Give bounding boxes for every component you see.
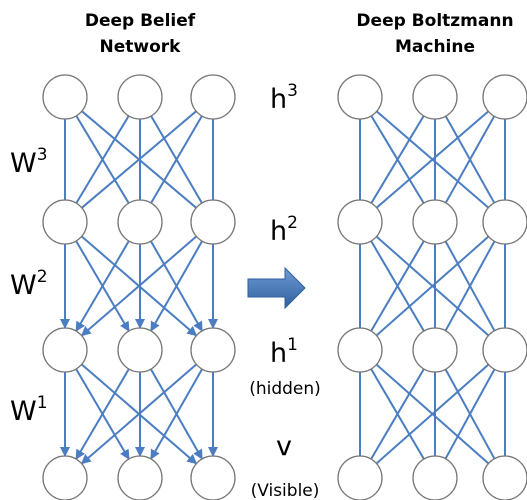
edge [370, 115, 425, 204]
label-sup: 3 [37, 145, 48, 165]
layer-label: h2 [270, 213, 298, 247]
layer-label: h1 [270, 335, 298, 369]
label-sup: 1 [37, 393, 48, 413]
edge [370, 368, 425, 460]
layer-note: (Visible) [251, 481, 320, 500]
label-base: h [270, 338, 287, 369]
right-title: Deep Boltzmann [356, 11, 513, 31]
label-sup: 1 [287, 335, 298, 355]
edge [444, 240, 496, 332]
node [117, 74, 163, 120]
label-base: W [10, 148, 37, 179]
node [412, 74, 458, 120]
node [42, 327, 88, 373]
transform-arrow [247, 266, 306, 310]
node [482, 74, 527, 120]
node [190, 327, 236, 373]
edge [375, 363, 490, 465]
node [337, 327, 383, 373]
edge [80, 235, 198, 337]
edges [60, 110, 506, 465]
node [337, 199, 383, 245]
node [337, 455, 383, 500]
edge [150, 115, 203, 204]
node [117, 199, 163, 245]
node [42, 455, 88, 500]
edge [375, 235, 490, 337]
layer-label: h3 [270, 81, 298, 115]
label-base: W [10, 396, 37, 427]
left-title: Deep Belief [85, 11, 196, 31]
node [482, 199, 527, 245]
label-base: h [270, 84, 287, 115]
label-base: h [270, 216, 287, 247]
right-title: Machine [395, 37, 475, 57]
node [337, 74, 383, 120]
node [42, 199, 88, 245]
node [190, 74, 236, 120]
nodes [42, 74, 527, 500]
label-sup: 3 [287, 81, 298, 101]
node [42, 74, 88, 120]
label-sup: 2 [287, 213, 298, 233]
layer-note: (hidden) [249, 379, 321, 399]
edge [150, 368, 203, 460]
layer-label: W3 [10, 145, 48, 179]
node [412, 327, 458, 373]
edge [81, 110, 197, 209]
node [412, 455, 458, 500]
edge [80, 363, 198, 465]
edge [150, 240, 203, 332]
node [190, 455, 236, 500]
edge [370, 240, 425, 332]
edge [444, 115, 496, 204]
edge [75, 115, 130, 204]
label-base: W [10, 270, 37, 301]
edge [75, 240, 130, 332]
edge [75, 368, 130, 460]
node [482, 327, 527, 373]
left-title: Network [100, 37, 182, 57]
layer-label: W1 [10, 393, 48, 427]
layer-label: v [276, 431, 292, 462]
label-base: v [276, 431, 292, 462]
edge [376, 110, 489, 209]
node [190, 199, 236, 245]
node [117, 327, 163, 373]
node [117, 455, 163, 500]
node [482, 455, 527, 500]
label-sup: 2 [37, 267, 48, 287]
layer-label: W2 [10, 267, 48, 301]
node [412, 199, 458, 245]
edge [444, 368, 496, 460]
